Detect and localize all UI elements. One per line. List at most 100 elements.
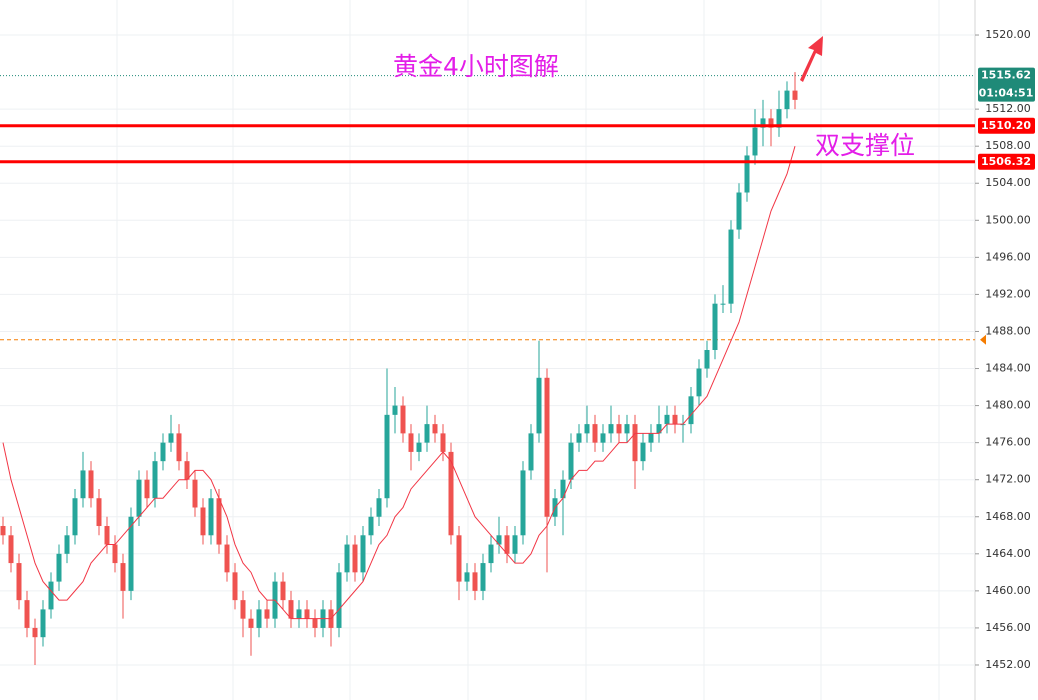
candle-body — [376, 498, 382, 517]
candle-body — [568, 442, 574, 480]
candle-body — [728, 229, 734, 304]
candle-body — [752, 127, 758, 156]
candle-body — [512, 535, 518, 554]
candle-body — [504, 535, 510, 554]
price-box-label: 1515.62 — [981, 69, 1031, 82]
candle-body — [256, 609, 262, 628]
y-tick-label: 1504.00 — [985, 176, 1031, 189]
y-tick-label: 1468.00 — [985, 510, 1031, 523]
candle-body — [640, 442, 646, 462]
candle-body — [496, 535, 502, 545]
y-tick-label: 1496.00 — [985, 250, 1031, 263]
candle-body — [304, 609, 310, 619]
candle-body — [72, 498, 78, 536]
candle-body — [128, 516, 134, 591]
candle-body — [768, 118, 774, 128]
y-tick-label: 1492.00 — [985, 287, 1031, 300]
candle-body — [56, 553, 62, 582]
y-tick-label: 1488.00 — [985, 324, 1031, 337]
candle-body — [48, 581, 54, 610]
candle-body — [632, 424, 638, 462]
candle-body — [448, 451, 454, 536]
candle-body — [80, 470, 86, 499]
candle-body — [592, 424, 598, 443]
candle-body — [480, 563, 486, 591]
y-tick-label: 1464.00 — [985, 547, 1031, 560]
candle-body — [608, 424, 614, 434]
candle-body — [8, 535, 14, 564]
candle-body — [440, 433, 446, 452]
candle-body — [112, 544, 118, 564]
candle-body — [216, 498, 222, 545]
candle-body — [488, 544, 494, 564]
annotation: 双支撑位 — [815, 131, 915, 160]
candle-body — [200, 507, 206, 536]
candle-body — [384, 414, 390, 499]
candle-body — [160, 442, 166, 462]
candle-body — [784, 90, 790, 110]
candle-body — [224, 544, 230, 573]
price-box — [978, 117, 1035, 134]
moving-average — [2, 146, 796, 620]
candle-body — [424, 424, 430, 443]
annotation: 黄金4小时图解 — [393, 52, 559, 81]
candle-body — [544, 377, 550, 517]
candle-body — [288, 600, 294, 619]
y-tick-label: 1460.00 — [985, 584, 1031, 597]
candle-body — [136, 479, 142, 517]
candle-body — [168, 433, 174, 443]
candle-body — [280, 581, 286, 601]
candle-body — [64, 535, 70, 554]
candle-body — [192, 479, 198, 508]
alert-marker — [980, 334, 986, 345]
candle-body — [720, 303, 726, 305]
candle-body — [664, 414, 670, 425]
candle-body — [360, 535, 366, 573]
candle-body — [416, 442, 422, 452]
candle-body — [792, 90, 798, 100]
candle-body — [344, 544, 350, 573]
y-tick-label: 1452.00 — [985, 658, 1031, 671]
countdown: 01:04:51 — [979, 87, 1034, 100]
candle-body — [24, 600, 30, 628]
candle-body — [656, 424, 662, 434]
candle-body — [736, 192, 742, 230]
candle-body — [336, 572, 342, 628]
candle-body — [16, 563, 22, 601]
y-tick-label: 1472.00 — [985, 473, 1031, 486]
candle-body — [744, 155, 750, 193]
candle-body — [616, 424, 622, 434]
candle-body — [520, 470, 526, 536]
candle-body — [184, 461, 190, 480]
candle-body — [760, 118, 766, 128]
candle-body — [672, 414, 678, 425]
candle-body — [248, 618, 254, 628]
y-tick-label: 1500.00 — [985, 213, 1031, 226]
candle-body — [312, 618, 318, 628]
candle-body — [296, 609, 302, 619]
candle-body — [704, 350, 710, 369]
vertical-grid — [116, 0, 940, 700]
arrow — [800, 36, 823, 82]
candle-body — [400, 405, 406, 434]
candle-body — [528, 433, 534, 471]
candle-body — [688, 396, 694, 425]
candle-body — [0, 526, 6, 536]
candle-body — [432, 424, 438, 434]
y-tick-label: 1456.00 — [985, 621, 1031, 634]
candle-body — [696, 368, 702, 397]
candle-body — [120, 563, 126, 591]
candle-body — [624, 424, 630, 434]
price-box — [978, 153, 1035, 170]
candle-body — [264, 609, 270, 619]
candle-body — [104, 526, 110, 545]
candle-body — [776, 109, 782, 128]
y-tick-label: 1520.00 — [985, 28, 1031, 41]
price-box-label: 1506.32 — [981, 155, 1031, 168]
candle-body — [88, 470, 94, 499]
candle-body — [208, 498, 214, 536]
candle-body — [408, 433, 414, 452]
y-tick-label: 1476.00 — [985, 436, 1031, 449]
